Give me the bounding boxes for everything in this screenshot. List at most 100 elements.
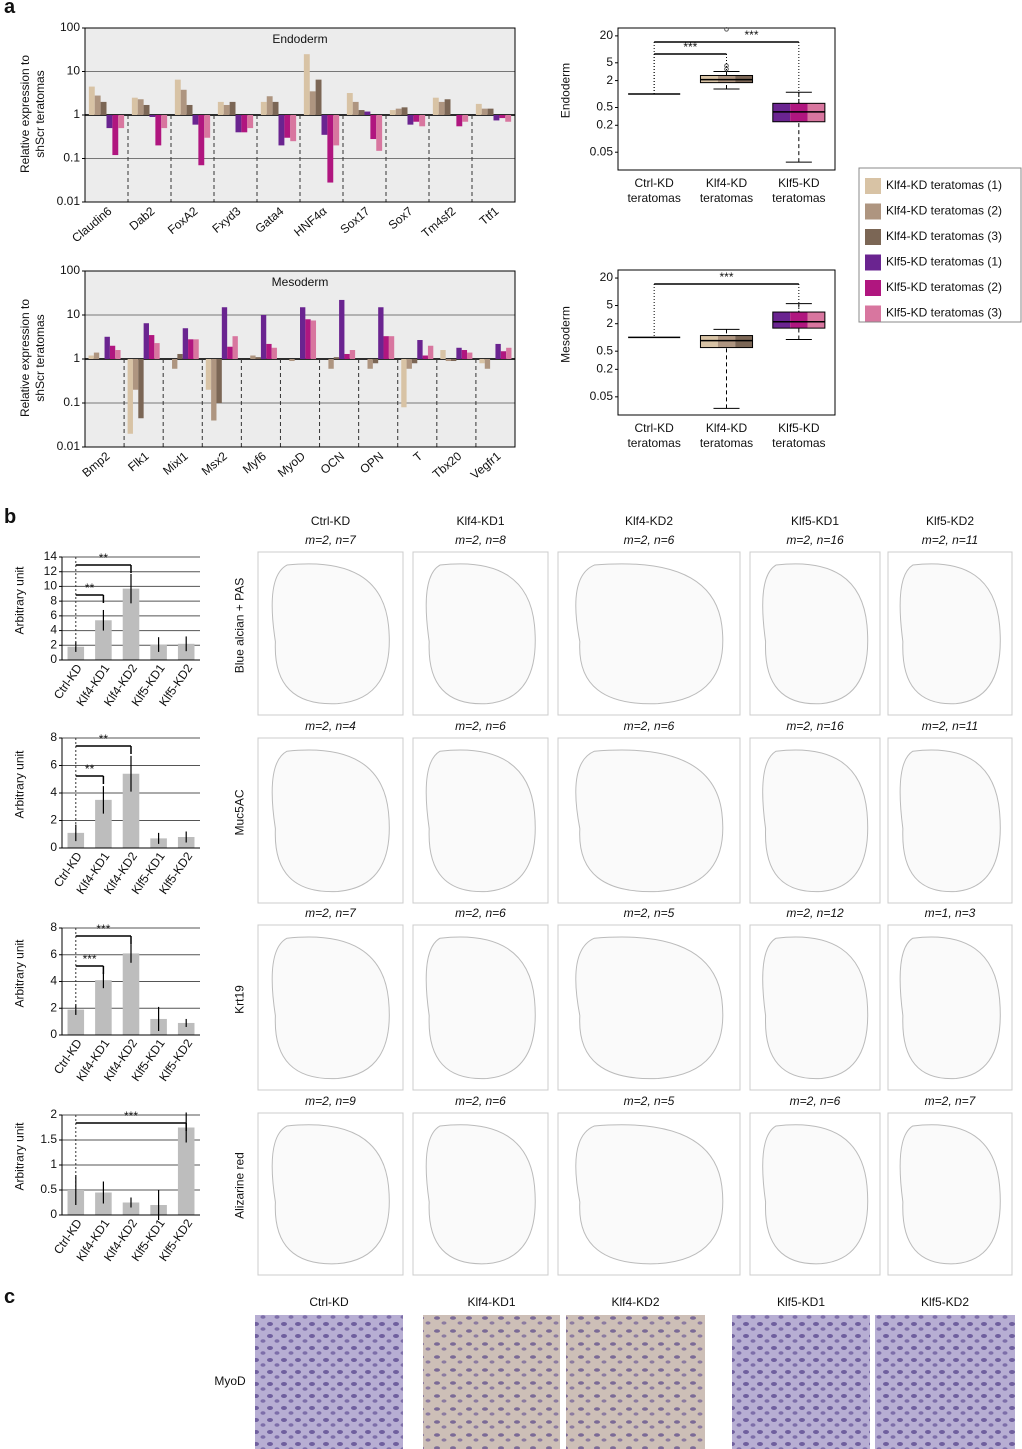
bar (413, 115, 419, 122)
tissue-outline (576, 750, 723, 892)
bar (266, 344, 271, 359)
y-tick-label: 0.05 (590, 144, 614, 158)
tissue-outline (272, 937, 389, 1079)
bar (94, 353, 99, 359)
y-tick-label: 0.1 (63, 151, 80, 165)
bar (161, 115, 167, 128)
y-tick-label: 0 (50, 1027, 57, 1041)
box-stripe (790, 312, 807, 328)
tissue-outline (576, 937, 723, 1079)
bar (115, 350, 120, 359)
x-tick-label: Tm4sf2 (419, 204, 459, 241)
bar (423, 356, 428, 359)
bar (359, 110, 365, 115)
y-tick-label: 0.01 (57, 439, 81, 453)
sample-count: m=2, n=6 (790, 1094, 841, 1108)
bar (175, 80, 181, 115)
y-axis-label: Mesoderm (559, 284, 574, 384)
y-axis-label: Blue alcian + PAS (233, 550, 248, 700)
bar (428, 346, 433, 359)
x-tick-label: Klf4-KD teratomas (687, 176, 767, 206)
bar (272, 348, 277, 359)
bar (445, 99, 451, 115)
bar (273, 102, 279, 115)
bar (367, 359, 372, 369)
bar (250, 356, 255, 359)
x-tick-label: Ctrl-KD teratomas (614, 421, 694, 451)
legend-label: Klf5-KD teratomas (1) (886, 255, 1002, 269)
y-axis-label: Arbitrary unit (13, 923, 28, 1023)
bar (365, 112, 371, 115)
bar (488, 109, 494, 115)
sample-count: m=2, n=11 (922, 533, 978, 547)
bar (412, 359, 417, 363)
tissue-outline (900, 1125, 1000, 1264)
bar (396, 109, 402, 115)
bar (479, 359, 484, 363)
bar (333, 115, 339, 145)
bar (339, 300, 344, 359)
x-tick-label: HNF4α (291, 204, 329, 239)
x-tick-label: Ttf1 (477, 204, 502, 228)
chart-title: Mesoderm (272, 275, 329, 289)
legend-swatch (865, 280, 881, 296)
y-tick-label: 2 (50, 1107, 57, 1121)
y-tick-label: 0.05 (590, 389, 614, 403)
bar (89, 87, 95, 115)
x-tick-label: Vegfr1 (468, 449, 504, 482)
column-header: Klf5-KD1 (777, 1295, 825, 1309)
y-tick-label: 1.5 (40, 1132, 57, 1146)
bar (193, 339, 198, 359)
tissue-outline (900, 937, 1000, 1079)
bar (193, 115, 199, 125)
bar (311, 320, 316, 359)
bar (440, 350, 445, 359)
bar (216, 359, 221, 403)
legend-label: Klf4-KD teratomas (3) (886, 229, 1002, 243)
y-tick-label: 5 (606, 55, 613, 69)
bar (279, 115, 285, 145)
bar (233, 336, 238, 359)
y-axis-label: Relative expression to shScr teratomas (18, 39, 48, 189)
sample-count: m=2, n=7 (305, 533, 357, 547)
sample-count: m=2, n=6 (455, 719, 506, 733)
bar (290, 115, 296, 141)
y-tick-label: 10 (44, 579, 58, 593)
bar (451, 359, 456, 361)
tissue-outline (426, 1125, 535, 1264)
bar (183, 328, 188, 359)
bar (95, 980, 112, 1035)
bar (462, 115, 468, 122)
bar (211, 359, 216, 421)
y-tick-label: 4 (50, 785, 57, 799)
tissue-outline (426, 937, 535, 1079)
bar (304, 54, 310, 115)
y-tick-label: 100 (60, 20, 80, 34)
y-tick-label: 1 (50, 1157, 57, 1171)
tissue-outline (763, 750, 868, 892)
bar (227, 347, 232, 359)
figure: 0.010.1110100EndodermClaudin6Dab2FoxA2Fx… (0, 0, 1022, 1449)
bar (407, 359, 412, 369)
bar (105, 337, 110, 359)
column-header: Ctrl-KD (311, 514, 351, 528)
x-tick-label: Mixl1 (160, 449, 191, 478)
tissue-outline (900, 750, 1000, 892)
bar (495, 344, 500, 359)
bar (408, 115, 414, 125)
y-tick-label: 0 (50, 652, 57, 666)
bar (247, 115, 253, 128)
bar (149, 335, 154, 359)
bar (353, 102, 359, 115)
legend-label: Klf5-KD teratomas (2) (886, 280, 1002, 294)
bar (419, 115, 425, 126)
sample-count: m=2, n=12 (786, 906, 844, 920)
column-header: Klf4-KD2 (611, 1295, 659, 1309)
bar (261, 315, 266, 359)
y-axis-label: Krt19 (233, 924, 248, 1074)
chart-title: Endoderm (272, 32, 327, 46)
bar (376, 115, 382, 151)
tissue-outline (272, 564, 389, 704)
y-tick-label: 20 (600, 28, 614, 42)
x-tick-label: Klf5-KD teratomas (759, 421, 839, 451)
